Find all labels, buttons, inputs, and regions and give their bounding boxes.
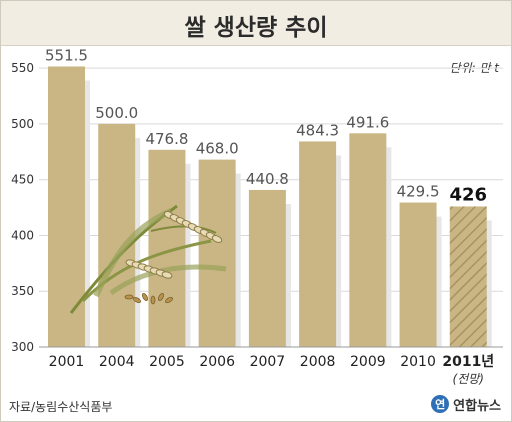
x-tick-label: 2001 xyxy=(49,354,85,370)
data-label: 426 xyxy=(449,184,487,205)
data-label: 476.8 xyxy=(145,130,188,148)
y-tick-label: 400 xyxy=(11,228,34,242)
x-tick-label: 2005 xyxy=(149,354,185,370)
x-tick-label: 2007 xyxy=(250,354,286,370)
bar-shadow xyxy=(486,220,492,347)
bar xyxy=(198,159,236,347)
bar xyxy=(349,133,387,347)
bar xyxy=(399,202,437,347)
x-tick-label: 2010 xyxy=(400,354,436,370)
x-tick-label: 2006 xyxy=(199,354,235,370)
bar-shadow xyxy=(336,155,342,347)
data-label: 551.5 xyxy=(45,46,88,64)
bar xyxy=(98,123,136,347)
bar-shadow xyxy=(386,147,392,347)
logo-mark-icon: 연 xyxy=(431,395,450,413)
x-tick-sublabel: (전망) xyxy=(453,372,484,386)
bar-shadow xyxy=(85,80,90,347)
y-tick-label: 300 xyxy=(11,340,34,354)
data-label: 500.0 xyxy=(95,104,138,122)
title-bar: 쌀 생산량 추이 xyxy=(1,1,511,46)
source-note: 자료/농림수산식품부 xyxy=(9,400,113,414)
bar-forecast xyxy=(449,206,487,347)
data-label: 491.6 xyxy=(346,113,389,131)
x-tick-label: 2008 xyxy=(300,354,336,370)
bar xyxy=(248,189,286,347)
bar xyxy=(48,66,85,347)
data-label: 468.0 xyxy=(196,140,239,158)
chart-title: 쌀 생산량 추이 xyxy=(184,15,328,41)
bar-shadow xyxy=(285,203,291,347)
bar-shadow xyxy=(135,137,141,347)
bar-shadow xyxy=(436,216,442,347)
bar-shadow xyxy=(235,173,241,347)
y-tick-label: 450 xyxy=(11,173,34,187)
y-tick-label: 350 xyxy=(11,284,34,298)
y-tick-label: 500 xyxy=(11,117,34,131)
data-label: 440.8 xyxy=(246,170,289,188)
x-tick-label: 2011년 xyxy=(442,354,494,370)
y-tick-label: 550 xyxy=(11,61,34,75)
data-label: 429.5 xyxy=(397,183,440,201)
news-logo: 연 연합뉴스 xyxy=(431,393,501,415)
bar xyxy=(299,141,337,347)
bar-shadow xyxy=(185,163,191,347)
rice-stalk-illustration xyxy=(69,204,227,314)
logo-text: 연합뉴스 xyxy=(453,398,501,414)
data-label: 484.3 xyxy=(296,121,339,139)
x-tick-label: 2009 xyxy=(350,354,386,370)
x-tick-label: 2004 xyxy=(99,354,135,370)
